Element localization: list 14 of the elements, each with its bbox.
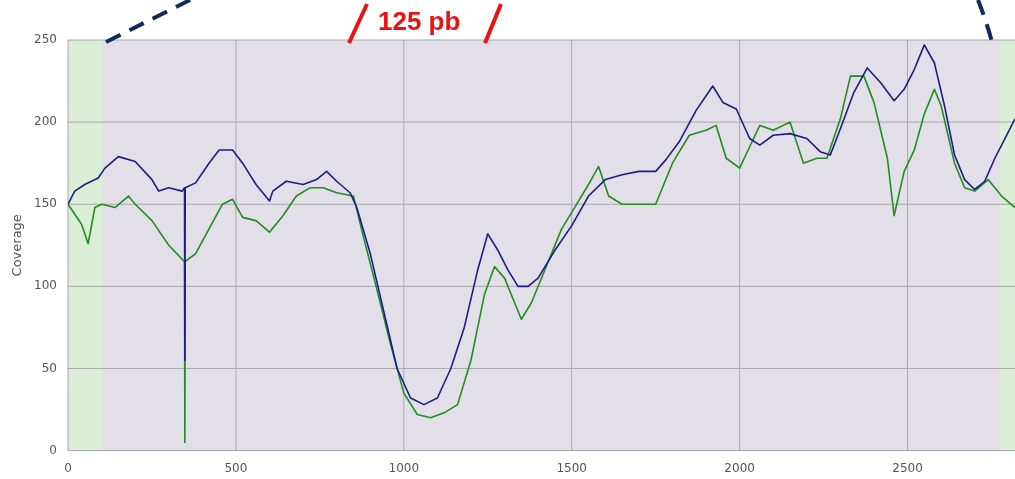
y-tick-label: 250 — [34, 32, 57, 47]
x-tick-label: 1000 — [388, 460, 420, 475]
y-tick-label: 150 — [34, 196, 57, 211]
y-tick-label: 100 — [34, 278, 57, 293]
x-tick-label: 2000 — [724, 460, 755, 475]
x-tick-label: 2500 — [892, 460, 923, 475]
text: 125 pb — [378, 6, 461, 37]
x-tick-label: 1500 — [556, 460, 587, 475]
y-tick-label: 200 — [34, 114, 57, 129]
x-tick-label: 0 — [64, 460, 72, 475]
y-tick-label: 50 — [41, 360, 57, 375]
x-tick-label: 500 — [224, 460, 248, 475]
y-tick-label: 0 — [49, 442, 57, 457]
y-axis-title: Coverage — [9, 214, 25, 277]
